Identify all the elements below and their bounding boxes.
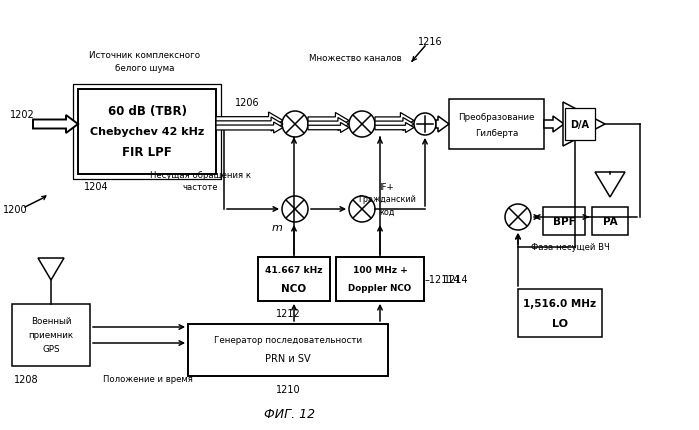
Text: 1210: 1210 [275,384,301,394]
Text: 1,516.0 MHz: 1,516.0 MHz [524,298,596,308]
Text: Doppler NCO: Doppler NCO [348,284,412,293]
Text: Гражданский: Гражданский [358,195,416,204]
Text: Положение и время: Положение и время [103,375,193,384]
Polygon shape [436,117,449,133]
Text: 100 MHz +: 100 MHz + [352,266,408,275]
Text: Chebychev 42 kHz: Chebychev 42 kHz [90,127,204,137]
Text: GPS: GPS [42,345,60,354]
Text: 60 dB (TBR): 60 dB (TBR) [108,105,187,118]
Polygon shape [308,123,349,133]
Polygon shape [216,123,283,134]
Bar [543,208,585,236]
Polygon shape [375,113,414,129]
Text: PA: PA [603,216,617,227]
Polygon shape [563,103,605,147]
Bar [565,109,595,141]
Bar [12,304,90,366]
Bar [592,208,628,236]
Polygon shape [216,113,283,130]
Text: Гилберта: Гилберта [475,128,518,137]
Text: –12114: –12114 [424,274,460,284]
Circle shape [349,197,375,222]
Text: PRN и SV: PRN и SV [265,353,311,363]
Text: Преобразование: Преобразование [459,112,535,121]
Bar [188,324,388,376]
Text: Множество каналов: Множество каналов [309,53,401,62]
Circle shape [282,112,308,138]
Text: NCO: NCO [282,283,307,293]
Text: BPF: BPF [553,216,575,227]
Text: 1214: 1214 [444,274,468,284]
Text: 1206: 1206 [235,98,259,108]
Bar [449,100,544,150]
Circle shape [505,205,531,230]
Bar [336,258,424,301]
Text: белого шума: белого шума [115,63,175,72]
Polygon shape [595,172,625,197]
Text: ФИГ. 12: ФИГ. 12 [264,408,315,421]
Text: частоте: частоте [182,183,218,192]
Text: Источник комплексного: Источник комплексного [89,50,201,59]
Polygon shape [544,117,564,133]
Text: 1212: 1212 [275,308,301,318]
Polygon shape [33,116,78,134]
Text: 1216: 1216 [418,37,442,47]
Bar [518,289,602,337]
Circle shape [282,197,308,222]
Circle shape [414,114,436,136]
Text: LO: LO [552,318,568,328]
Circle shape [349,112,375,138]
Text: 1204: 1204 [84,181,108,191]
Polygon shape [375,118,414,131]
Polygon shape [308,113,349,129]
Text: код: код [380,207,395,216]
Bar [78,90,216,175]
Text: приемник: приемник [29,331,73,340]
Bar [258,258,330,301]
Text: FIR LPF: FIR LPF [122,145,172,158]
Text: Несущая обращения к: Несущая обращения к [150,170,250,179]
Text: 1200: 1200 [3,205,27,215]
Polygon shape [308,118,349,131]
Polygon shape [38,258,64,280]
Text: 41.667 kHz: 41.667 kHz [265,266,323,275]
Text: 1202: 1202 [10,110,34,120]
Text: Военный: Военный [31,317,71,326]
Polygon shape [375,123,414,133]
Text: IF+: IF+ [380,183,394,192]
Text: 1208: 1208 [14,374,38,384]
Text: Генератор последовательности: Генератор последовательности [214,336,362,345]
Bar [73,85,221,180]
Text: m: m [272,222,282,233]
Text: D/A: D/A [570,120,589,130]
Polygon shape [216,118,283,132]
Text: Фаза несущей ВЧ: Фаза несущей ВЧ [531,243,610,252]
